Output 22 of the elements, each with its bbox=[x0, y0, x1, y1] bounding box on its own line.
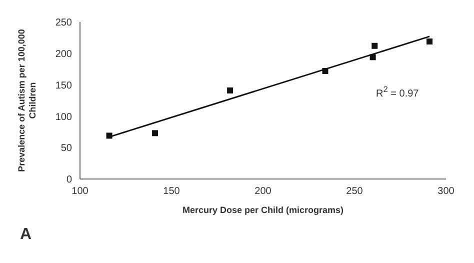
y-tick-label: 0 bbox=[66, 174, 72, 186]
x-tick-label: 100 bbox=[72, 186, 89, 198]
y-tick-label: 200 bbox=[55, 48, 72, 60]
point bbox=[106, 132, 112, 139]
y-axis-title: Prevalence of Autism per 100,000 Children bbox=[16, 29, 38, 172]
y-tick-label: 250 bbox=[55, 18, 72, 29]
point bbox=[152, 130, 158, 136]
y-tick-label: 150 bbox=[55, 80, 72, 92]
point bbox=[322, 68, 328, 74]
y-tick-label: 100 bbox=[55, 112, 72, 123]
text: A bbox=[20, 226, 32, 244]
x-axis-title: Mercury Dose per Child (micrograms) bbox=[182, 205, 344, 215]
point bbox=[426, 38, 433, 44]
point bbox=[227, 87, 234, 94]
y-tick-label: 50 bbox=[60, 143, 72, 154]
x-tick-label: 250 bbox=[346, 186, 364, 198]
annotation: R$^{2}$ = 0.97 bbox=[376, 84, 419, 100]
point bbox=[372, 42, 378, 49]
x-tick-label: 300 bbox=[438, 186, 455, 198]
x-tick-label: 150 bbox=[163, 186, 180, 198]
point bbox=[370, 54, 376, 60]
x-tick-label: 200 bbox=[254, 186, 272, 198]
